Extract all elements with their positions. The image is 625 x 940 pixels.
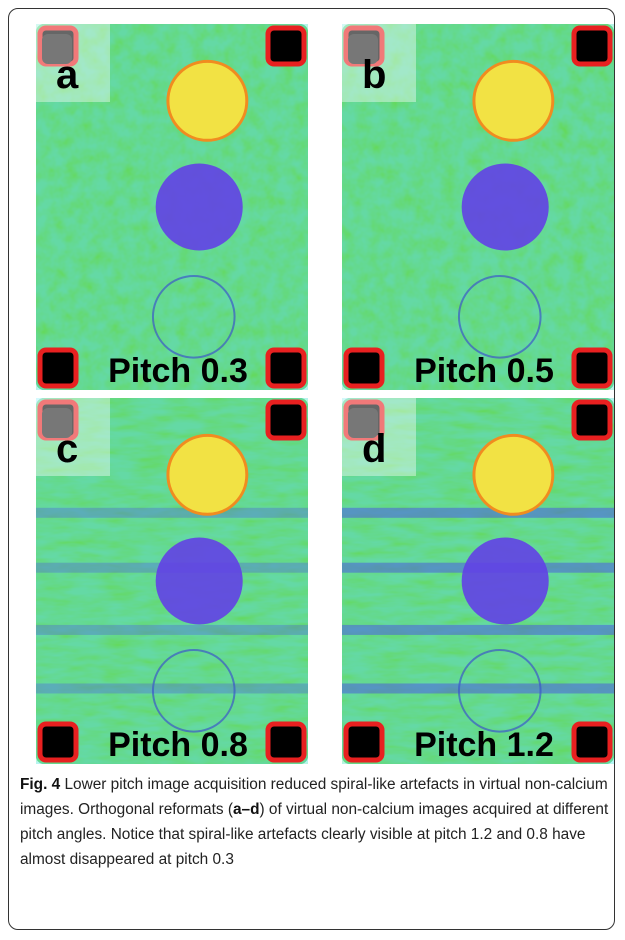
insert-blue bbox=[462, 163, 549, 250]
artefact-band bbox=[342, 683, 614, 693]
image-panel: d Pitch 1.2 bbox=[342, 398, 614, 764]
artefact-band bbox=[342, 625, 614, 635]
marker bbox=[268, 350, 304, 386]
image-panel: a Pitch 0.3 bbox=[36, 24, 308, 390]
ct-image: b Pitch 0.5 bbox=[342, 24, 614, 390]
ct-image: a Pitch 0.3 bbox=[36, 24, 308, 390]
marker bbox=[346, 724, 382, 760]
panel-letter: a bbox=[56, 53, 79, 97]
image-panel: b Pitch 0.5 bbox=[342, 24, 614, 390]
ct-image: d Pitch 1.2 bbox=[342, 398, 614, 764]
marker bbox=[268, 724, 304, 760]
marker bbox=[268, 402, 304, 438]
caption-range: a–d bbox=[233, 801, 260, 818]
page: {"figure": { "panels": [ {"letter": "a",… bbox=[0, 0, 625, 940]
ct-image: c Pitch 0.8 bbox=[36, 398, 308, 764]
insert-yellow bbox=[168, 61, 247, 140]
artefact-band bbox=[36, 683, 308, 693]
artefact-band bbox=[36, 508, 308, 518]
figure-label: Fig. 4 bbox=[20, 776, 60, 793]
artefact-band bbox=[342, 508, 614, 518]
insert-yellow bbox=[168, 435, 247, 514]
panel-letter: b bbox=[362, 53, 386, 97]
marker bbox=[574, 350, 610, 386]
panel-letter: d bbox=[362, 427, 386, 471]
pitch-label: Pitch 0.5 bbox=[414, 352, 554, 390]
insert-yellow bbox=[474, 61, 553, 140]
marker bbox=[40, 724, 76, 760]
marker bbox=[40, 350, 76, 386]
pitch-label: Pitch 1.2 bbox=[414, 726, 554, 764]
marker bbox=[268, 28, 304, 64]
marker bbox=[574, 28, 610, 64]
caption: Fig. 4 Lower pitch image acquisition red… bbox=[20, 772, 612, 872]
pitch-label: Pitch 0.8 bbox=[108, 726, 248, 764]
image-panel: c Pitch 0.8 bbox=[36, 398, 308, 764]
marker bbox=[574, 402, 610, 438]
insert-blue bbox=[156, 537, 243, 624]
artefact-band bbox=[36, 625, 308, 635]
panel-letter: c bbox=[56, 427, 78, 471]
insert-blue bbox=[156, 163, 243, 250]
marker bbox=[346, 350, 382, 386]
marker bbox=[574, 724, 610, 760]
pitch-label: Pitch 0.3 bbox=[108, 352, 248, 390]
insert-blue bbox=[462, 537, 549, 624]
insert-yellow bbox=[474, 435, 553, 514]
